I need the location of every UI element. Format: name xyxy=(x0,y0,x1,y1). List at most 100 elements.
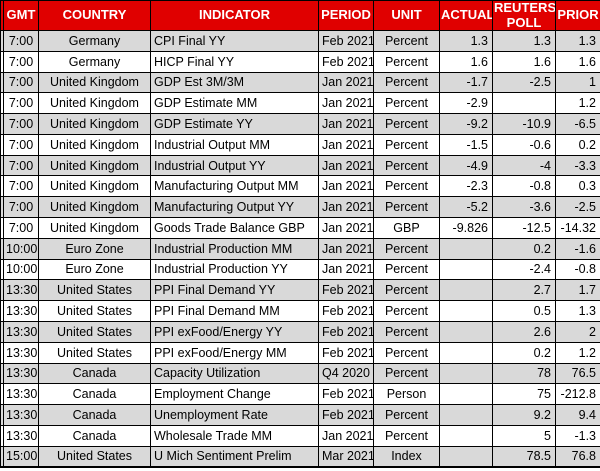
cell-gmt: 13:30 xyxy=(3,362,39,385)
cell-gmt: 7:00 xyxy=(3,154,39,177)
table-row: 7:00 Germany HICP Final YY Feb 2021 Percent 1… xyxy=(0,50,600,73)
column-header-gmt: GMT xyxy=(3,0,39,31)
cell-unit: GBP xyxy=(373,217,440,239)
table-row: 7:00 United Kingdom Manufacturing Output Y… xyxy=(0,196,600,219)
cell-unit: Index xyxy=(373,445,440,468)
cell-gmt: 7:00 xyxy=(3,30,39,52)
table-row: 13:30 United States PPI exFood/Energy YY Fe… xyxy=(0,320,600,343)
cell-gmt: 15:00 xyxy=(3,445,39,468)
cell-prior: 9.4 xyxy=(555,404,600,426)
cell-country: United Kingdom xyxy=(38,217,151,239)
cell-prior: 1.6 xyxy=(555,50,600,73)
cell-prior: 1 xyxy=(555,71,600,94)
cell-gmt: 7:00 xyxy=(3,71,39,94)
cell-poll: 9.2 xyxy=(492,404,556,426)
cell-indicator: Industrial Output YY xyxy=(150,154,319,177)
cell-unit: Percent xyxy=(373,196,440,219)
cell-country: United States xyxy=(38,341,151,364)
cell-period: Feb 2021 xyxy=(318,320,374,343)
cell-gmt: 7:00 xyxy=(3,50,39,73)
cell-unit: Percent xyxy=(373,175,440,198)
cell-unit: Percent xyxy=(373,237,440,260)
table-header: GMT COUNTRY INDICATOR PERIOD UNIT ACTUAL… xyxy=(0,0,600,31)
table-body: 7:00 Germany CPI Final YY Feb 2021 Percent 1.… xyxy=(0,30,600,468)
table-row: 13:30 United States PPI Final Demand YY Feb… xyxy=(0,279,600,302)
column-header-unit: UNIT xyxy=(373,0,440,31)
cell-period: Mar 2021 xyxy=(318,445,374,468)
cell-gmt: 7:00 xyxy=(3,175,39,198)
cell-indicator: GDP Estimate YY xyxy=(150,113,319,135)
cell-unit: Percent xyxy=(373,279,440,302)
cell-prior: -1.6 xyxy=(555,237,600,260)
cell-period: Jan 2021 xyxy=(318,424,374,447)
cell-gmt: 13:30 xyxy=(3,320,39,343)
table-row: 13:30 United States PPI Final Demand MM Feb… xyxy=(0,300,600,322)
cell-indicator: Capacity Utilization xyxy=(150,362,319,385)
cell-period: Feb 2021 xyxy=(318,383,374,406)
cell-actual xyxy=(439,445,493,468)
cell-actual xyxy=(439,237,493,260)
cell-gmt: 13:30 xyxy=(3,279,39,302)
cell-unit: Percent xyxy=(373,341,440,364)
column-header-indicator: INDICATOR xyxy=(150,0,319,31)
cell-prior: 1.3 xyxy=(555,30,600,52)
table-row: 7:00 United Kingdom Industrial Output MM Ja… xyxy=(0,133,600,156)
cell-gmt: 7:00 xyxy=(3,113,39,135)
table-row: 7:00 United Kingdom GDP Estimate MM Jan 202… xyxy=(0,92,600,115)
cell-period: Q4 2020 xyxy=(318,362,374,385)
table-row: 15:00 United States U Mich Sentiment Preli… xyxy=(0,445,600,468)
cell-period: Jan 2021 xyxy=(318,217,374,239)
cell-actual: -1.7 xyxy=(439,71,493,94)
column-header-actual: ACTUAL xyxy=(439,0,493,31)
cell-period: Jan 2021 xyxy=(318,113,374,135)
cell-indicator: Goods Trade Balance GBP xyxy=(150,217,319,239)
cell-gmt: 7:00 xyxy=(3,133,39,156)
cell-prior: 1.2 xyxy=(555,92,600,115)
cell-indicator: PPI Final Demand MM xyxy=(150,300,319,322)
cell-poll: 2.6 xyxy=(492,320,556,343)
cell-actual xyxy=(439,300,493,322)
cell-actual: -9.2 xyxy=(439,113,493,135)
cell-country: United Kingdom xyxy=(38,175,151,198)
cell-indicator: Unemployment Rate xyxy=(150,404,319,426)
cell-country: Euro Zone xyxy=(38,258,151,281)
cell-country: United States xyxy=(38,445,151,468)
cell-country: United Kingdom xyxy=(38,113,151,135)
cell-indicator: Industrial Output MM xyxy=(150,133,319,156)
cell-unit: Percent xyxy=(373,154,440,177)
table-row: 13:30 Canada Capacity Utilization Q4 2020 Pe… xyxy=(0,362,600,385)
cell-indicator: Manufacturing Output MM xyxy=(150,175,319,198)
cell-actual xyxy=(439,404,493,426)
cell-poll: 78 xyxy=(492,362,556,385)
table-row: 13:30 Canada Employment Change Feb 2021 Pers… xyxy=(0,383,600,406)
cell-poll: -0.6 xyxy=(492,133,556,156)
cell-unit: Percent xyxy=(373,424,440,447)
cell-prior: -212.8 xyxy=(555,383,600,406)
cell-poll: 5 xyxy=(492,424,556,447)
cell-actual xyxy=(439,341,493,364)
cell-prior: 1.3 xyxy=(555,300,600,322)
table-row: 13:30 Canada Wholesale Trade MM Jan 2021 Per… xyxy=(0,424,600,447)
cell-gmt: 13:30 xyxy=(3,424,39,447)
cell-period: Feb 2021 xyxy=(318,279,374,302)
cell-country: United States xyxy=(38,279,151,302)
column-header-prior: PRIOR xyxy=(555,0,600,31)
cell-indicator: HICP Final YY xyxy=(150,50,319,73)
cell-period: Jan 2021 xyxy=(318,258,374,281)
cell-country: United Kingdom xyxy=(38,133,151,156)
cell-gmt: 13:30 xyxy=(3,300,39,322)
cell-poll: 0.2 xyxy=(492,341,556,364)
cell-indicator: Manufacturing Output YY xyxy=(150,196,319,219)
cell-poll: -3.6 xyxy=(492,196,556,219)
cell-actual: -4.9 xyxy=(439,154,493,177)
cell-period: Feb 2021 xyxy=(318,30,374,52)
cell-actual: -2.9 xyxy=(439,92,493,115)
header-row: GMT COUNTRY INDICATOR PERIOD UNIT ACTUAL… xyxy=(0,0,600,31)
column-header-period: PERIOD xyxy=(318,0,374,31)
cell-poll: -12.5 xyxy=(492,217,556,239)
cell-unit: Percent xyxy=(373,92,440,115)
cell-indicator: GDP Est 3M/3M xyxy=(150,71,319,94)
cell-poll: 1.6 xyxy=(492,50,556,73)
cell-poll: -4 xyxy=(492,154,556,177)
cell-actual: 1.3 xyxy=(439,30,493,52)
